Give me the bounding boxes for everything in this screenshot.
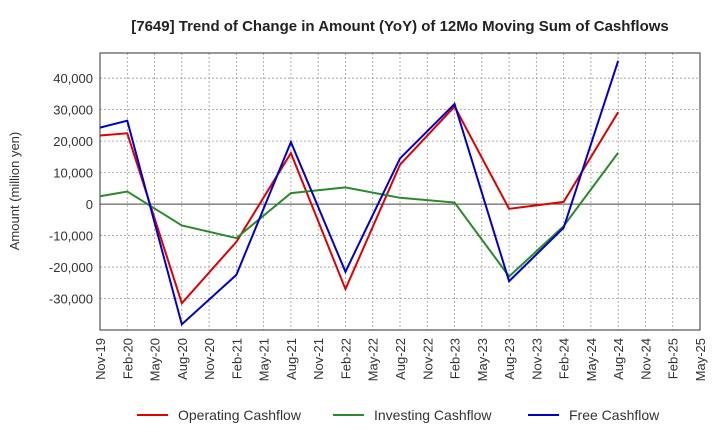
y-tick-label: 10,000 bbox=[53, 166, 93, 181]
x-tick-label: Aug-21 bbox=[284, 338, 299, 380]
series-line-investing-cashflow bbox=[99, 152, 619, 278]
y-tick-label: 20,000 bbox=[53, 134, 93, 149]
y-tick-label: -30,000 bbox=[49, 292, 93, 307]
x-tick-label: Feb-24 bbox=[557, 338, 572, 379]
x-tick-label: Feb-25 bbox=[666, 338, 681, 379]
legend: Operating Cashflow Investing Cashflow Free… bbox=[137, 407, 660, 423]
series-line-free-cashflow bbox=[99, 60, 620, 327]
x-tick-label: Nov-20 bbox=[202, 338, 217, 380]
y-tick-label: -10,000 bbox=[49, 229, 93, 244]
x-tick-label: May-24 bbox=[584, 338, 599, 381]
x-tick-label: May-23 bbox=[475, 338, 490, 381]
x-tick-label: Feb-23 bbox=[448, 338, 463, 379]
x-tick-label: Nov-23 bbox=[529, 338, 544, 380]
y-tick-label: 40,000 bbox=[53, 71, 93, 86]
x-tick-label: Nov-21 bbox=[311, 338, 326, 380]
series-line-operating-cashflow bbox=[99, 104, 620, 306]
x-tick-label: Aug-23 bbox=[502, 338, 517, 380]
x-tick-label: Nov-24 bbox=[638, 338, 653, 380]
x-tick-label: Aug-22 bbox=[393, 338, 408, 380]
plot-frame bbox=[99, 52, 701, 331]
x-tick-label: May-25 bbox=[693, 338, 708, 381]
legend-label: Investing Cashflow bbox=[374, 407, 492, 423]
y-axis-label: Amount (million yen) bbox=[7, 132, 22, 251]
x-tick-label: Feb-20 bbox=[120, 338, 135, 379]
x-tick-label: Nov-19 bbox=[93, 338, 108, 380]
x-tick-label: May-22 bbox=[366, 338, 381, 381]
x-tick-label: Feb-22 bbox=[338, 338, 353, 379]
grid bbox=[99, 53, 701, 330]
series-lines bbox=[99, 60, 620, 327]
x-tick-label: May-21 bbox=[257, 338, 272, 381]
x-tick-label: Feb-21 bbox=[229, 338, 244, 379]
axes: -30,000 -20,000 -10,000 0 10,000 20,000 30,000… bbox=[49, 52, 708, 381]
x-tick-label: Nov-22 bbox=[420, 338, 435, 380]
y-tick-label: 0 bbox=[86, 197, 93, 212]
legend-label: Free Cashflow bbox=[569, 407, 660, 423]
x-tick-label: May-20 bbox=[148, 338, 163, 381]
y-tick-label: -20,000 bbox=[49, 260, 93, 275]
x-tick-label: Aug-24 bbox=[611, 338, 626, 380]
y-tick-label: 30,000 bbox=[53, 103, 93, 118]
x-tick-label: Aug-20 bbox=[175, 338, 190, 380]
chart-title: [7649] Trend of Change in Amount (YoY) o… bbox=[131, 18, 669, 35]
legend-label: Operating Cashflow bbox=[178, 407, 302, 423]
